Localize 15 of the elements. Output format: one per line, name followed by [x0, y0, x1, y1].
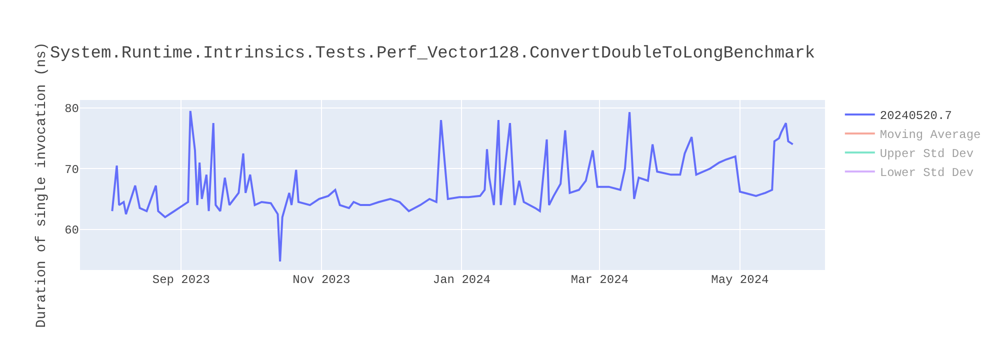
x-tick-label: Mar 2024 [570, 273, 628, 287]
y-tick-label: 80 [64, 102, 79, 116]
y-axis-title: Duration of single invocation (ns) [34, 42, 50, 328]
x-tick-label: Sep 2023 [152, 273, 210, 287]
x-tick-label: Jan 2024 [432, 273, 491, 287]
x-tick-label: Nov 2023 [292, 273, 350, 287]
y-tick-label: 60 [64, 224, 79, 238]
line-series [111, 110, 794, 262]
y-tick-label: 70 [64, 162, 79, 177]
chart-title: System.Runtime.Intrinsics.Tests.Perf_Vector128.ConvertDoubleToLongBenchmark [50, 44, 816, 64]
legend-label: Lower Std Dev [880, 166, 974, 180]
legend-label: 20240520.7 [880, 109, 952, 124]
legend-label: Upper Std Dev [880, 147, 974, 162]
x-tick-label: May 2024 [711, 273, 769, 287]
legend-label: Moving Average [880, 128, 981, 142]
